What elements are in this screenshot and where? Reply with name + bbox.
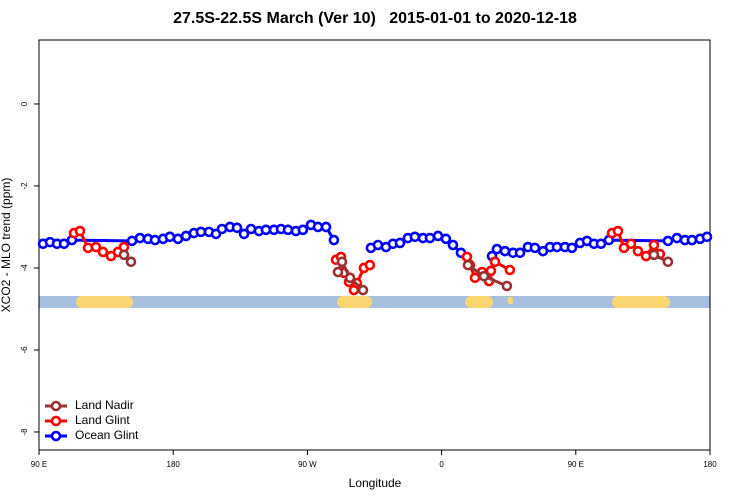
data-point — [344, 272, 356, 284]
data-point — [320, 221, 332, 233]
data-point — [216, 223, 228, 235]
data-point — [461, 251, 473, 263]
data-point — [462, 259, 474, 271]
data-point — [409, 231, 421, 243]
x-tick-label: 180 — [703, 460, 717, 469]
data-point — [134, 232, 146, 244]
land-patch — [465, 296, 493, 308]
data-point — [118, 249, 130, 261]
data-point — [447, 239, 459, 251]
data-point — [514, 247, 526, 259]
data-point — [499, 245, 511, 257]
y-tick-label: -8 — [20, 428, 29, 436]
data-point — [394, 237, 406, 249]
y-tick-label: -4 — [20, 264, 29, 272]
legend-marker — [50, 430, 62, 442]
data-point — [501, 280, 513, 292]
data-point — [504, 264, 516, 276]
data-point — [489, 256, 501, 268]
data-point — [686, 234, 698, 246]
land-patch — [612, 296, 670, 308]
x-tick-label: 90 E — [568, 460, 584, 469]
data-point — [424, 232, 436, 244]
data-point — [701, 231, 713, 243]
data-point — [357, 284, 369, 296]
data-point — [372, 239, 384, 251]
data-point — [297, 224, 309, 236]
data-point — [566, 242, 578, 254]
x-axis-label: Longitude — [349, 476, 402, 490]
y-axis-label: XCO2 - MLO trend (ppm) — [0, 178, 13, 313]
data-point — [231, 222, 243, 234]
data-point — [440, 233, 452, 245]
data-point — [97, 246, 109, 258]
data-point — [478, 270, 490, 282]
x-tick-label: 180 — [167, 460, 181, 469]
data-point — [149, 234, 161, 246]
data-point — [632, 245, 644, 257]
data-point — [612, 225, 624, 237]
legend-marker — [50, 400, 62, 412]
y-tick-label: -2 — [20, 182, 29, 190]
x-tick-label: 90 E — [31, 460, 47, 469]
data-point — [164, 231, 176, 243]
data-point — [74, 225, 86, 237]
ocean-strip — [39, 296, 710, 308]
legend-label: Land Nadir — [75, 398, 134, 412]
legend-label: Land Glint — [75, 413, 130, 427]
land-patch — [508, 297, 513, 304]
data-point — [125, 256, 137, 268]
land-ocean-strip — [39, 296, 710, 308]
data-point — [90, 241, 102, 253]
x-tick-label: 90 W — [298, 460, 317, 469]
legend-label: Ocean Glint — [75, 428, 139, 442]
data-point — [491, 243, 503, 255]
data-point — [58, 238, 70, 250]
data-point — [625, 238, 637, 250]
data-point — [332, 266, 344, 278]
data-point — [648, 249, 660, 261]
x-tick-label: 0 — [439, 460, 444, 469]
data-point — [662, 256, 674, 268]
data-point — [238, 228, 250, 240]
legend-marker — [50, 415, 62, 427]
data-point — [595, 238, 607, 250]
y-tick-label: 0 — [20, 101, 29, 106]
data-point — [328, 234, 340, 246]
land-patch — [337, 296, 372, 308]
chart-title: 27.5S-22.5S March (Ver 10) 2015-01-01 to… — [173, 10, 577, 27]
data-point — [485, 265, 497, 277]
data-point — [662, 235, 674, 247]
land-patch — [76, 296, 133, 308]
y-tick-label: -6 — [20, 346, 29, 354]
data-point — [671, 232, 683, 244]
data-point — [364, 259, 376, 271]
data-point — [648, 239, 660, 251]
data-point — [336, 256, 348, 268]
